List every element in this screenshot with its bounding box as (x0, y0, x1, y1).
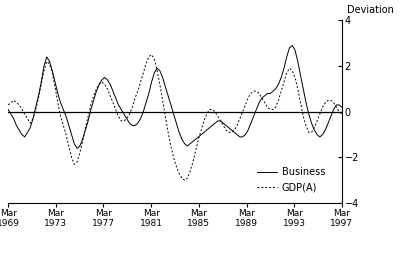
GDP(A) (334, 106, 339, 109)
GDP(A) (6, 103, 11, 106)
Line: GDP(A): GDP(A) (8, 55, 342, 180)
GDP(A) (113, 108, 118, 111)
Business (339, 106, 344, 109)
Business (86, 119, 91, 122)
Business (334, 103, 339, 106)
Business (320, 133, 325, 136)
Text: Deviation: Deviation (348, 5, 394, 15)
Business (6, 108, 11, 111)
Line: Business: Business (8, 45, 342, 148)
Business (221, 122, 226, 125)
Business (290, 44, 295, 47)
GDP(A) (193, 149, 198, 152)
Business (190, 140, 195, 143)
Legend: Business, GDP(A): Business, GDP(A) (256, 165, 327, 195)
GDP(A) (149, 53, 154, 56)
GDP(A) (83, 126, 88, 129)
GDP(A) (182, 179, 187, 182)
GDP(A) (223, 129, 228, 132)
GDP(A) (339, 113, 344, 116)
Business (116, 103, 121, 106)
GDP(A) (320, 106, 325, 109)
Business (74, 147, 79, 150)
